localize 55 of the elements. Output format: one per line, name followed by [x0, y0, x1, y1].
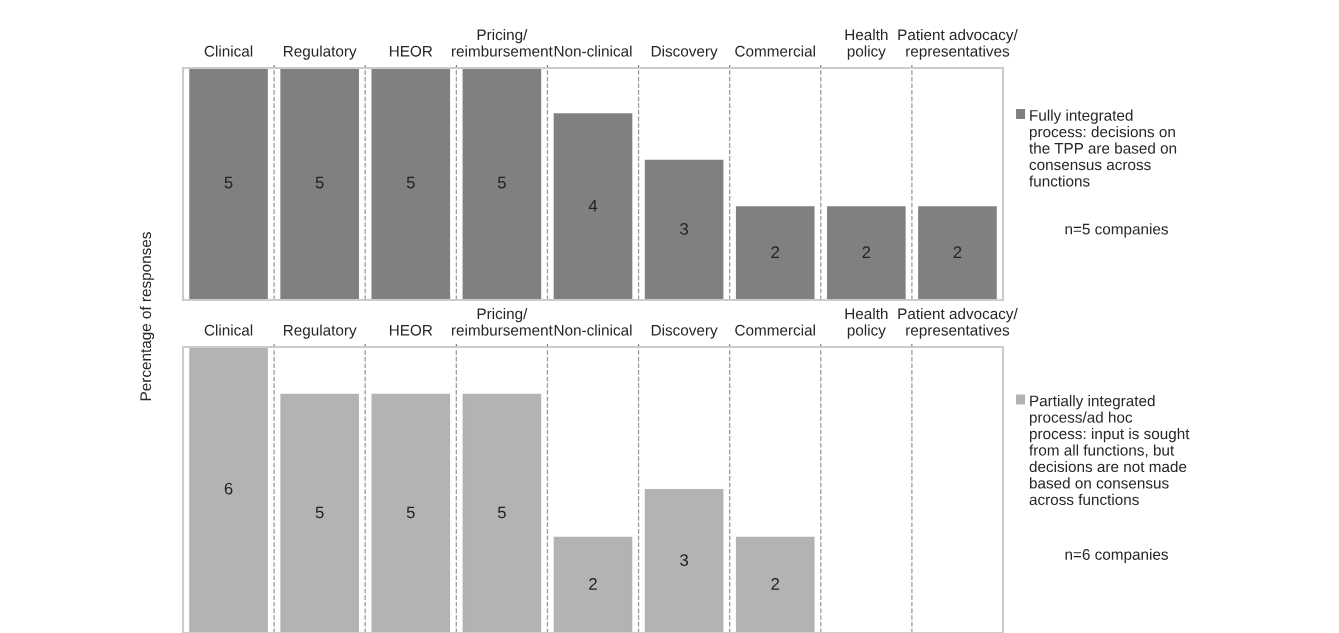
- bar: [280, 393, 359, 633]
- bar: [553, 113, 633, 300]
- x-tick-label: Regulatory: [283, 45, 357, 60]
- data-label: 5: [497, 506, 506, 519]
- legend-label: Fully integrated process: decisions on the TPP are based on consensus across functions: [1029, 109, 1177, 187]
- x-tick-label: Pricing/ reimbursement: [451, 307, 553, 336]
- x-tick-label: Discovery: [651, 324, 718, 339]
- x-tick-label: Regulatory: [283, 324, 357, 339]
- x-tick-label: Commercial: [735, 324, 815, 336]
- data-label: 2: [953, 246, 962, 258]
- data-label: 3: [680, 223, 689, 235]
- data-label: 4: [588, 200, 598, 212]
- text: n=5 companies: [1065, 223, 1168, 238]
- x-tick-label: Discovery: [651, 45, 718, 60]
- text: n=6 companies: [1065, 548, 1168, 563]
- data-label: 2: [589, 578, 597, 590]
- bar: [371, 393, 451, 633]
- y-axis-title: Percentage of responses: [139, 232, 155, 401]
- x-tick-label: Clinical: [204, 45, 253, 57]
- x-tick-label: Clinical: [204, 324, 253, 336]
- bar: [189, 68, 268, 300]
- bar: [189, 347, 268, 633]
- data-label: 5: [406, 176, 415, 189]
- x-tick-label: Commercial: [735, 45, 815, 57]
- bar: [462, 393, 542, 633]
- bar: [553, 536, 633, 633]
- bar: [735, 206, 815, 300]
- bar: [918, 206, 997, 300]
- x-tick-label: Non-clinical: [554, 45, 632, 57]
- data-label: 3: [680, 554, 689, 566]
- data-label: 5: [315, 176, 324, 189]
- x-tick-label: Pricing/ reimbursement: [451, 28, 553, 57]
- data-label: 6: [224, 482, 233, 495]
- data-label: 5: [224, 176, 233, 189]
- bar: [644, 488, 724, 633]
- x-tick-label: Patient advocacy/ representatives: [898, 307, 1018, 339]
- data-label: 2: [771, 246, 780, 258]
- data-label: 5: [406, 506, 415, 519]
- x-tick-label: Patient advocacy/ representatives: [898, 28, 1018, 60]
- x-tick-label: Health policy: [845, 307, 888, 339]
- bar: [280, 68, 359, 300]
- x-tick-label: Health policy: [845, 28, 888, 60]
- bar: [735, 536, 815, 633]
- x-tick-label: Non-clinical: [554, 324, 632, 336]
- data-label: 5: [497, 176, 506, 189]
- x-tick-label: HEOR: [389, 324, 433, 336]
- bar: [462, 68, 542, 300]
- data-label: 5: [315, 506, 324, 519]
- bar: [644, 159, 724, 300]
- data-label: 2: [862, 246, 871, 258]
- x-tick-label: HEOR: [389, 45, 433, 57]
- bar: [371, 68, 451, 300]
- legend-label: Partially integrated process/ad hoc process: input is sought from all functions, but decisions are not made based on consensus across functions: [1029, 395, 1190, 506]
- data-label: 2: [771, 578, 780, 590]
- bar: [827, 206, 906, 300]
